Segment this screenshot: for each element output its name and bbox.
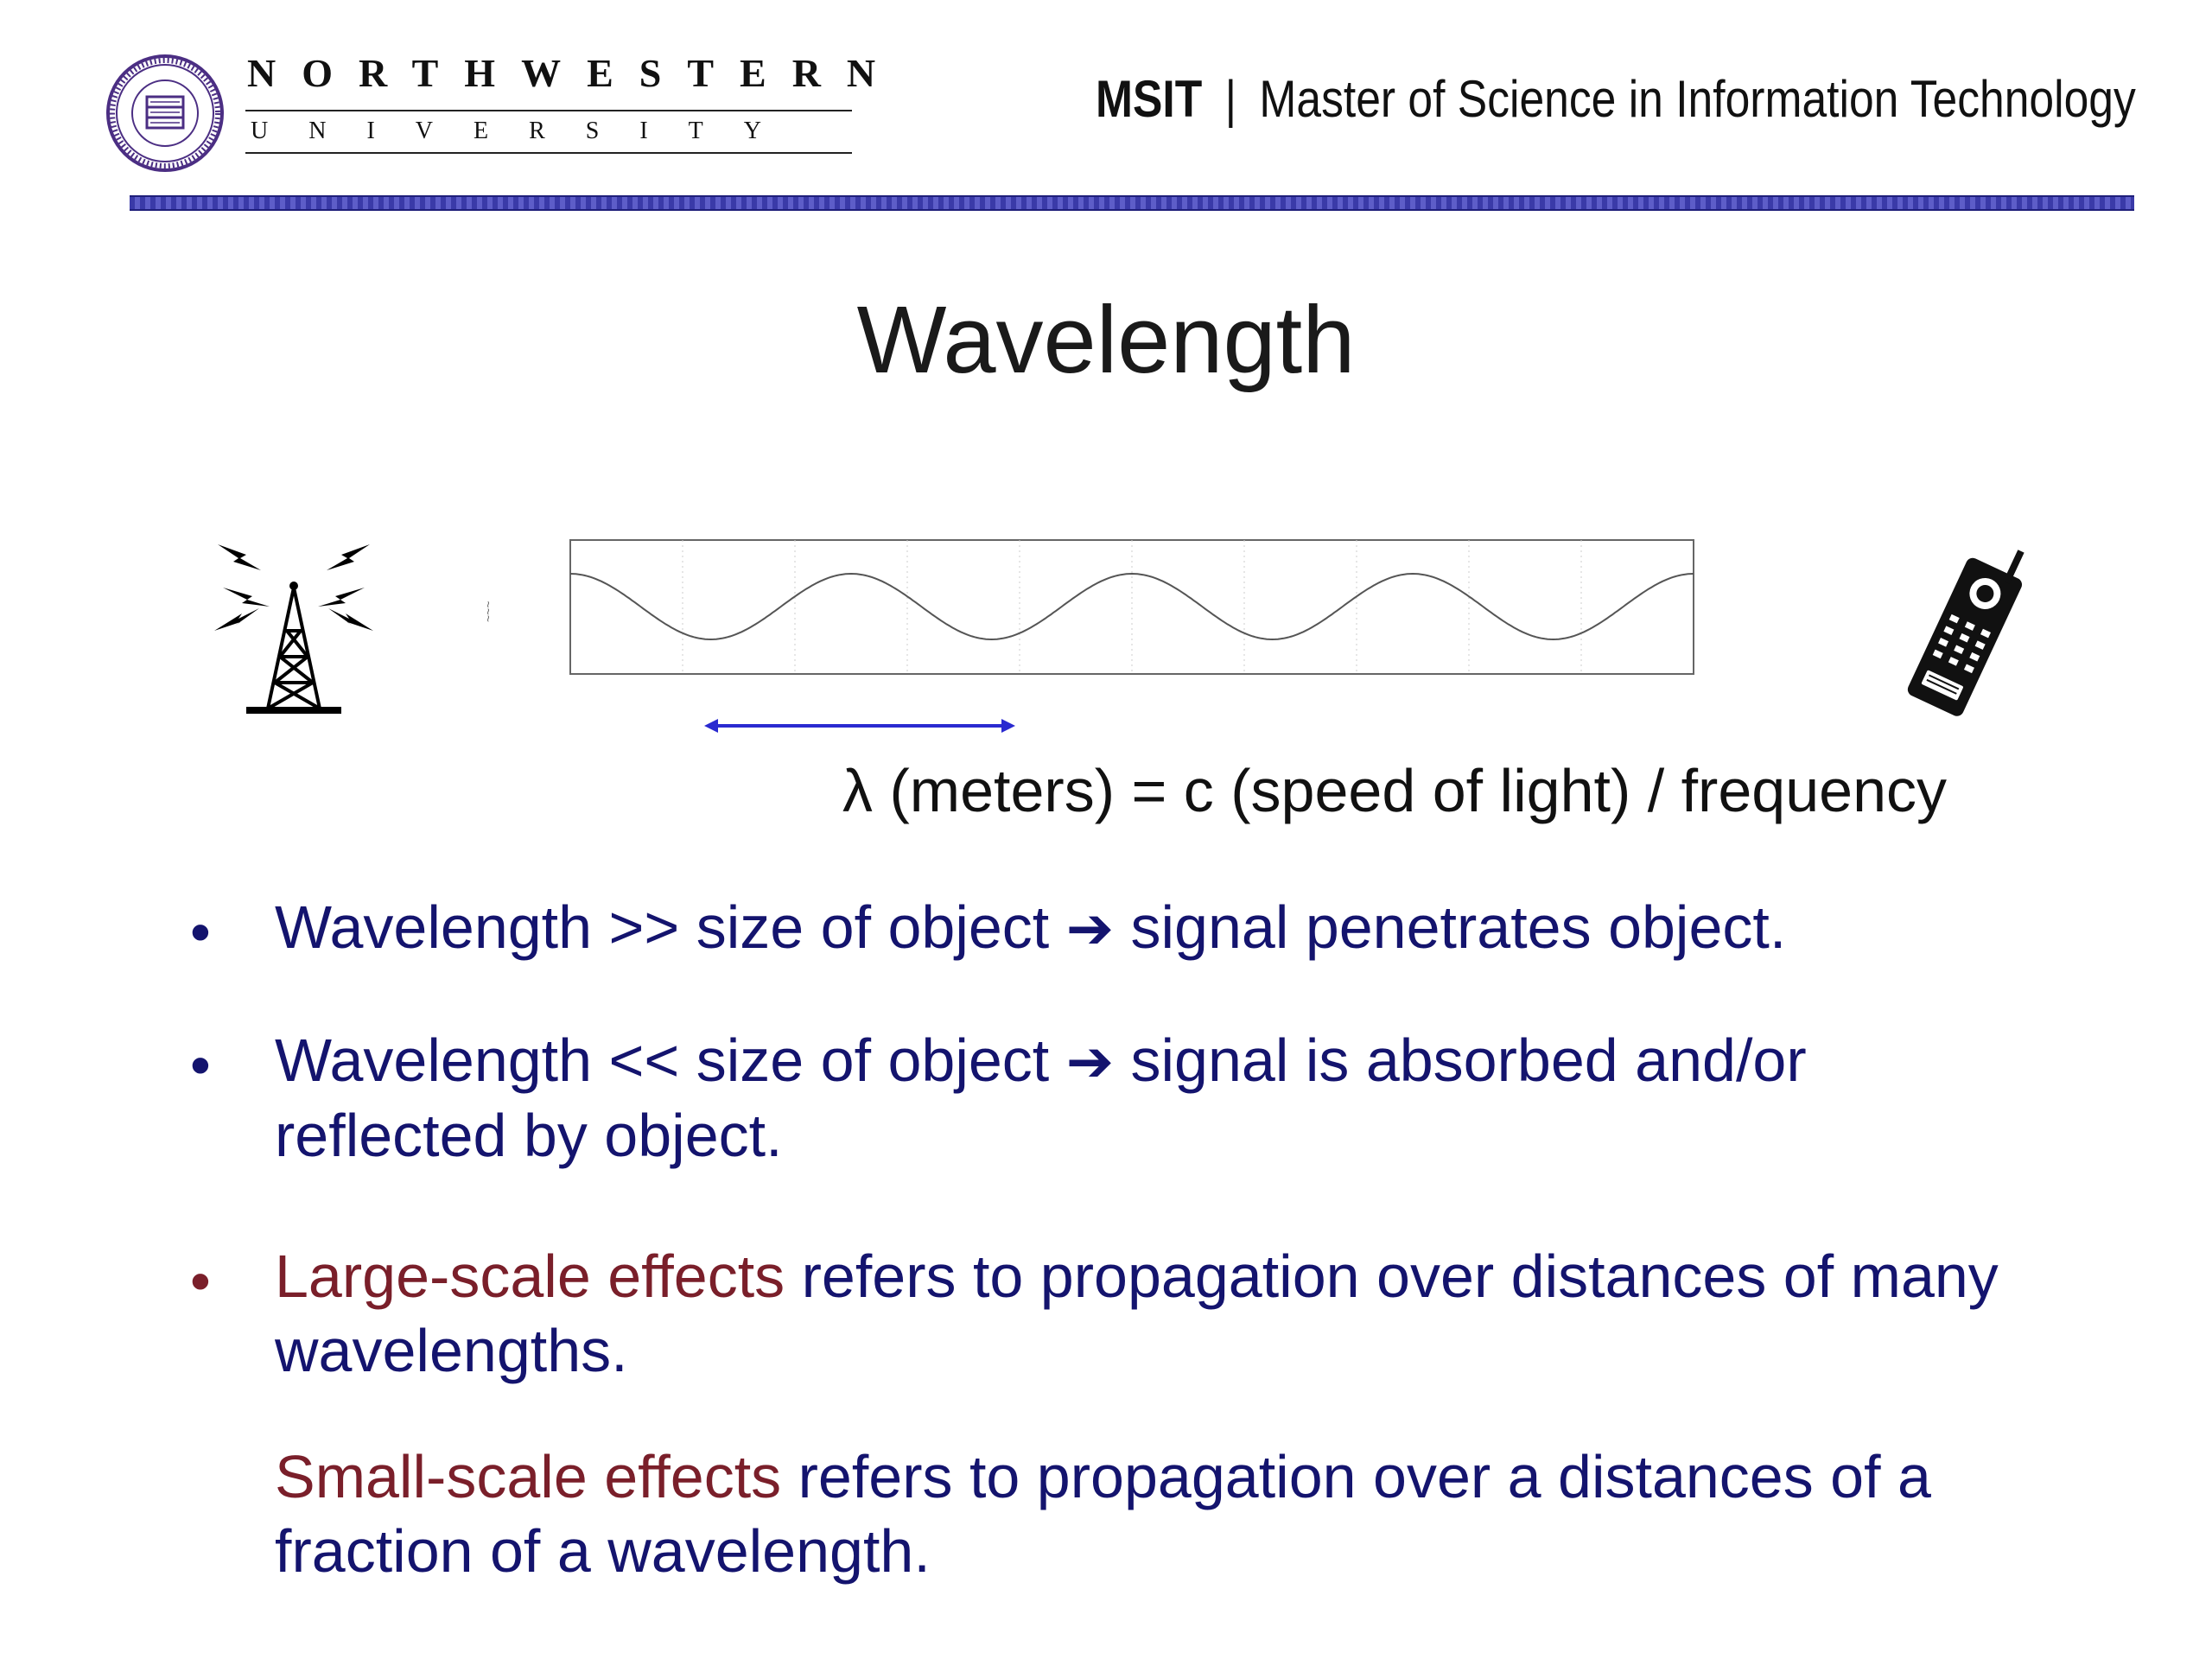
- cell-phone-icon: [1892, 536, 2039, 734]
- bullet-marker-3: •: [190, 1249, 211, 1314]
- radio-tower-icon: [207, 536, 380, 721]
- bullet-3-text: refers to propagation over distances of …: [275, 1243, 1999, 1384]
- bullet-marker-1: •: [190, 899, 211, 965]
- wordmark-rule-bottom: [245, 152, 852, 154]
- program-abbr: MSIT: [1096, 70, 1203, 128]
- sine-wave-plot: ~~~: [467, 531, 1737, 704]
- bullet-2-pre: Wavelength << size of object: [275, 1027, 1066, 1094]
- bullet-1-pre: Wavelength >> size of object: [275, 893, 1066, 961]
- bullet-text-1: Wavelength >> size of object ➔ signal pe…: [275, 890, 2158, 965]
- bullet-marker-2: •: [190, 1033, 211, 1098]
- bullet-text-4: Small-scale effects refers to propagatio…: [275, 1440, 2089, 1588]
- wordmark-rule-top: [245, 110, 852, 111]
- small-scale-effects-term: Small-scale effects: [275, 1443, 782, 1510]
- university-wordmark-top: NORTHWESTERN: [247, 51, 902, 95]
- bullet-text-2: Wavelength << size of object ➔ signal is…: [275, 1023, 1951, 1173]
- sine-wave-line: [569, 572, 1694, 641]
- y-axis-tick-blur: ~~~: [481, 601, 495, 622]
- bullet-text-3: Large-scale effects refers to propagatio…: [275, 1239, 2176, 1388]
- plot-frame: [569, 539, 1694, 675]
- wavelength-formula: λ (meters) = c (speed of light) / freque…: [842, 757, 1948, 824]
- large-scale-effects-term: Large-scale effects: [275, 1243, 785, 1310]
- university-wordmark-bottom: UNIVERSITY: [251, 118, 802, 144]
- slide-title: Wavelength: [856, 287, 1356, 393]
- program-separator: |: [1224, 70, 1237, 128]
- header-divider: [130, 195, 2134, 211]
- right-arrow-icon: ➔: [1065, 1029, 1115, 1093]
- bullet-4-text: refers to propagation over a distances o…: [275, 1443, 1931, 1585]
- bullet-1-post: signal penetrates object.: [1114, 893, 1787, 961]
- northwestern-seal-icon: [105, 54, 225, 173]
- right-arrow-icon: ➔: [1065, 896, 1115, 960]
- bullet-2-post: signal is absorbed and/or reflected by o…: [275, 1027, 1807, 1169]
- program-header: MSIT | Master of Science in Information …: [1096, 69, 2136, 129]
- program-name: Master of Science in Information Technol…: [1259, 70, 2136, 128]
- wavelength-span-arrow: [704, 713, 1015, 739]
